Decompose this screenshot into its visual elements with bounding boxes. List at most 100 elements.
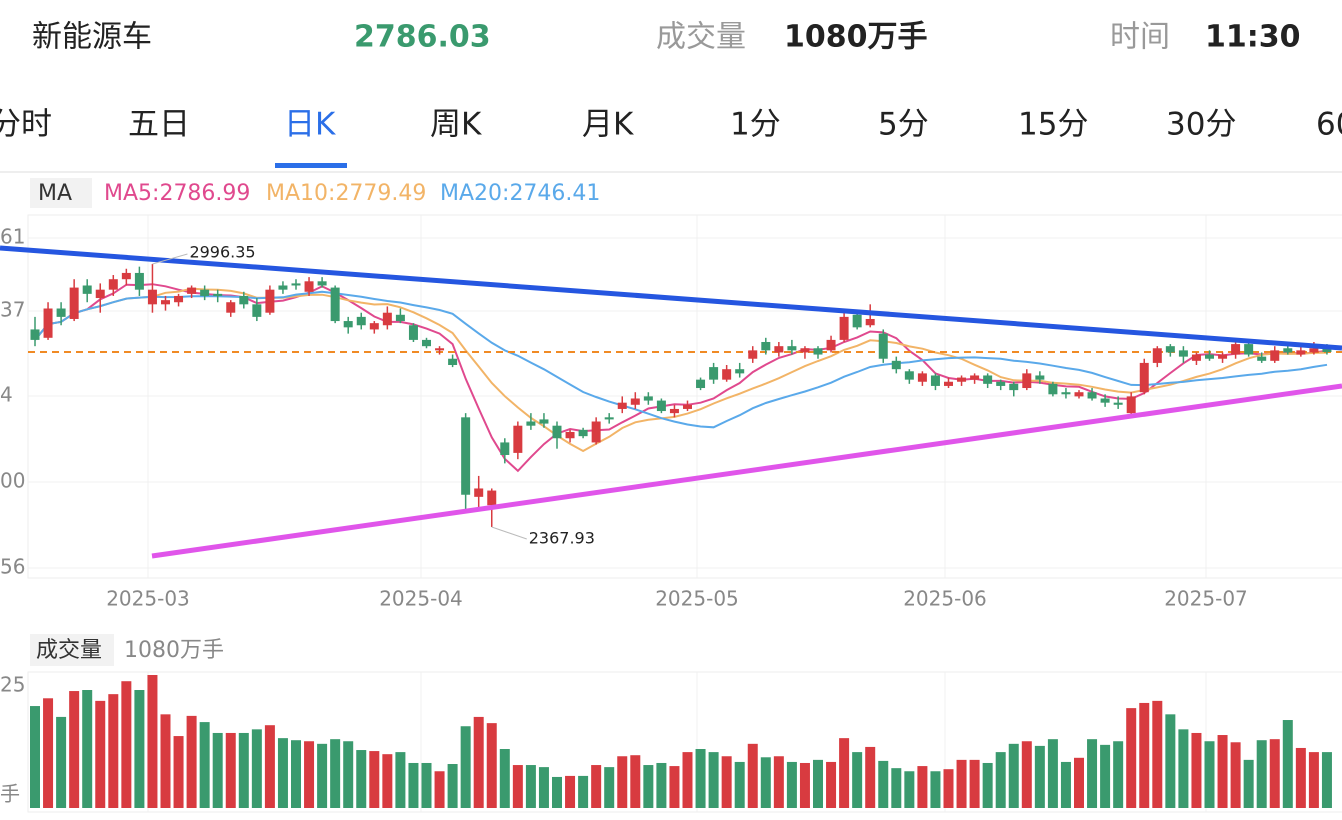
candle-body <box>683 404 692 409</box>
volume-label: 成交量 <box>656 20 746 55</box>
volume-bar <box>512 765 523 808</box>
volume-bar <box>395 752 406 808</box>
candle-body <box>422 339 431 347</box>
volume-bar <box>865 746 876 808</box>
ma-label: MA <box>38 181 72 206</box>
volume-bar <box>826 761 837 808</box>
volume-bar <box>1060 761 1071 808</box>
volume-bars <box>30 675 1332 808</box>
active-tab-underline <box>275 163 347 168</box>
candle-body <box>448 358 458 366</box>
period-tab[interactable]: 15分 <box>1018 107 1088 143</box>
period-tab[interactable]: 五日 <box>128 107 190 143</box>
ma10-legend: MA10:2779.49 <box>266 181 426 206</box>
volume-bar <box>956 759 967 808</box>
ma10-line <box>34 287 1328 453</box>
annotation-leader <box>491 526 527 540</box>
index-name: 新能源车 <box>32 20 152 55</box>
candle-body <box>278 285 288 290</box>
period-tab[interactable]: 30分 <box>1166 107 1236 143</box>
period-tab[interactable]: 周K <box>430 107 482 143</box>
candle-body <box>865 318 875 326</box>
volume-bar <box>904 771 915 808</box>
candle-body <box>1296 350 1306 355</box>
volume-bar <box>1113 741 1124 808</box>
period-tab[interactable]: 5分 <box>878 107 929 143</box>
candle-body <box>147 289 157 305</box>
candle-body <box>1126 396 1136 414</box>
candle-body <box>1087 392 1097 399</box>
volume-bar <box>538 767 549 808</box>
x-tick-label: 2025-07 <box>1164 587 1248 611</box>
volume-bar <box>69 691 80 808</box>
volume-bar <box>656 762 667 808</box>
volume-bar <box>1074 757 1084 808</box>
candle-body <box>134 272 144 290</box>
volume-bar <box>199 722 210 808</box>
volume-bar <box>186 715 197 808</box>
x-tick-label: 2025-04 <box>379 587 463 611</box>
candle-body <box>474 488 484 497</box>
candle-body <box>1178 350 1188 357</box>
x-tick-label: 2025-05 <box>655 587 739 611</box>
candle-body <box>187 287 197 294</box>
candle-body <box>930 375 940 386</box>
volume-bar <box>1204 741 1215 808</box>
period-tab[interactable]: 日K <box>284 107 336 143</box>
volume-bar <box>1256 740 1267 808</box>
volume-bar <box>1295 747 1306 808</box>
candle-body <box>656 400 666 412</box>
volume-bar <box>1047 739 1058 808</box>
candle-body <box>239 295 249 305</box>
volume-bar <box>43 698 54 808</box>
candle-body <box>591 421 601 443</box>
volume-bar <box>969 759 980 808</box>
volume-bar <box>552 776 562 808</box>
volume-bar <box>121 681 132 808</box>
candle-body <box>1048 383 1058 395</box>
volume-bar <box>1230 742 1241 808</box>
candle-body <box>1270 350 1280 361</box>
annotation-leader <box>152 253 188 265</box>
period-tab[interactable]: 分时 <box>0 107 52 143</box>
period-tab[interactable]: 月K <box>582 107 634 143</box>
volume-bar <box>95 700 106 808</box>
volume-bar <box>1165 714 1176 808</box>
volume-bar <box>525 765 536 808</box>
volume-bar <box>643 765 654 808</box>
volume-bar <box>421 762 432 808</box>
candle-body <box>1218 354 1228 359</box>
volume-bar <box>1178 729 1189 808</box>
candle-body <box>709 367 719 380</box>
volume-bar <box>878 760 889 808</box>
candle-body <box>487 490 497 506</box>
candle-body <box>800 348 810 353</box>
candle-body <box>1113 402 1123 405</box>
volume-bar <box>839 738 850 808</box>
volume-bar <box>695 749 706 808</box>
volume-bar <box>460 726 471 808</box>
period-tab[interactable]: 60分 <box>1316 107 1342 143</box>
candle-body <box>878 333 888 359</box>
volume-tick-label: 25 <box>0 673 25 697</box>
volume-bar <box>134 690 145 808</box>
candle-body <box>643 396 653 401</box>
candle-body <box>1035 375 1045 380</box>
time-value: 11:30 <box>1205 20 1301 55</box>
candle-body <box>200 289 210 296</box>
volume-bar <box>721 756 732 808</box>
candle-body <box>304 281 314 292</box>
volume-bar <box>343 741 354 808</box>
y-tick-label: 4 <box>0 383 13 407</box>
candle-body <box>317 281 327 286</box>
period-tab[interactable]: 1分 <box>730 107 781 143</box>
candle-body <box>513 425 523 453</box>
annotations: 2996.35 2367.93 <box>152 243 595 548</box>
candle-body <box>382 312 392 326</box>
volume-bar <box>591 765 602 808</box>
candle-body <box>356 316 366 326</box>
volume-bar <box>304 741 315 808</box>
candle-body <box>435 348 445 351</box>
period-tabs: 分时 五日 日K 周K 月K 1分 5分 15分 30分 60分 <box>0 107 1342 168</box>
